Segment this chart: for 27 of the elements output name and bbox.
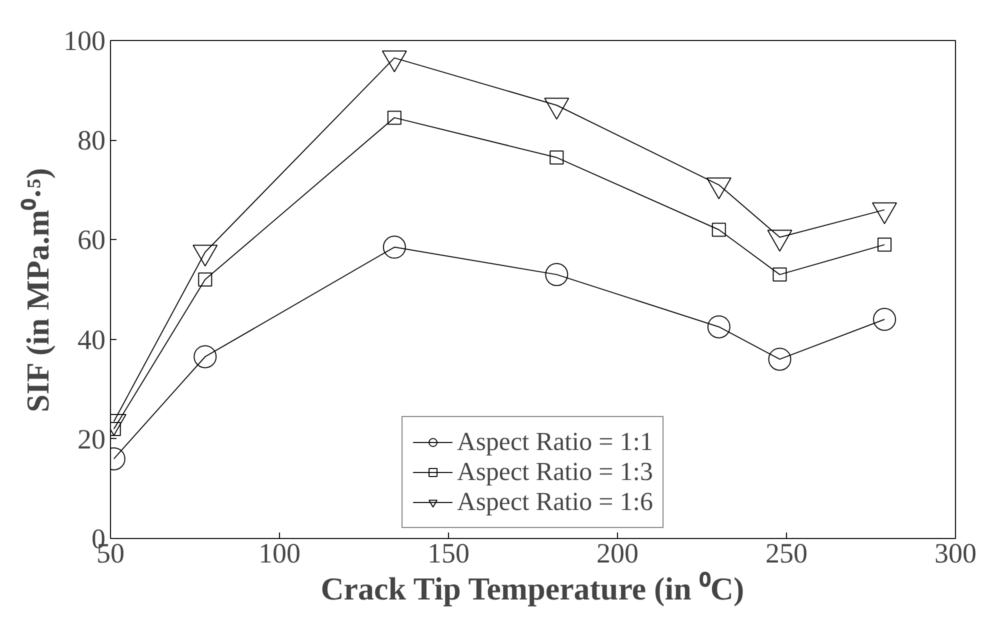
point xyxy=(545,263,568,286)
point xyxy=(878,238,892,252)
y-tick-label: 80 xyxy=(78,126,106,157)
point xyxy=(387,110,402,125)
point xyxy=(198,272,212,287)
point xyxy=(768,348,792,371)
y-tick-label: 40 xyxy=(78,324,106,356)
x-tick-label: 100 xyxy=(258,538,300,570)
point xyxy=(550,150,564,165)
point xyxy=(772,268,787,282)
y-tick-label: 100 xyxy=(64,26,106,57)
point xyxy=(873,308,896,331)
x-tick-label: 250 xyxy=(766,538,808,570)
x-tick-label: 300 xyxy=(934,538,976,570)
y-tick-label: 60 xyxy=(78,225,106,256)
legend-label: Aspect Ratio = 1:3 xyxy=(457,457,653,487)
x-tick-label: 200 xyxy=(596,538,638,570)
x-tick-label: 150 xyxy=(428,538,470,570)
point xyxy=(712,222,726,237)
legend-label: Aspect Ratio = 1:6 xyxy=(457,487,653,517)
point xyxy=(194,345,217,368)
y-axis-title: SIF (in MPa.m⁰·⁵) xyxy=(20,168,56,412)
legend-label: Aspect Ratio = 1:1 xyxy=(457,427,653,457)
y-tick-label: 20 xyxy=(78,424,106,456)
point xyxy=(707,315,730,338)
point xyxy=(382,236,406,259)
x-axis-title: Crack Tip Temperature (in ⁰C) xyxy=(320,570,744,606)
